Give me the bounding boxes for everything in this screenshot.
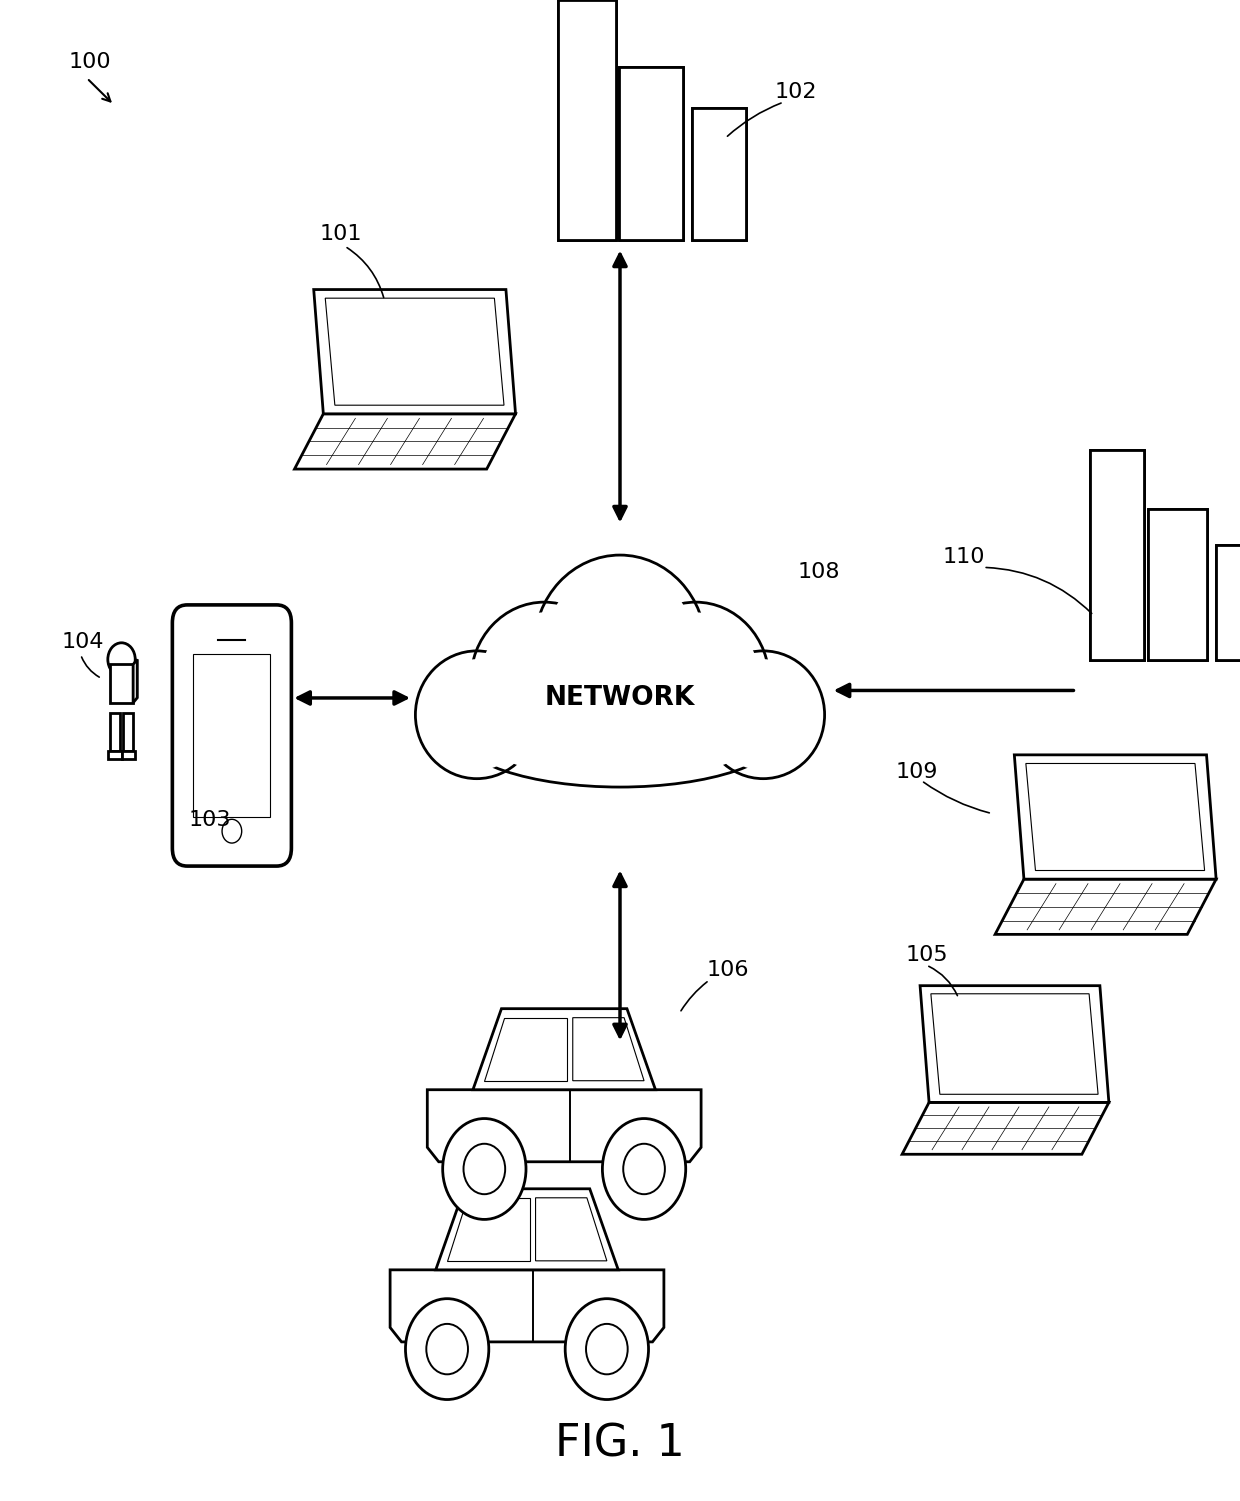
Bar bbox=[558, 0, 615, 240]
Polygon shape bbox=[428, 1090, 701, 1162]
FancyBboxPatch shape bbox=[172, 605, 291, 866]
Circle shape bbox=[108, 642, 135, 675]
Bar bbox=[123, 713, 133, 752]
Text: 105: 105 bbox=[905, 944, 947, 965]
Polygon shape bbox=[485, 1018, 567, 1081]
Text: FIG. 1: FIG. 1 bbox=[556, 1423, 684, 1465]
Circle shape bbox=[587, 1324, 627, 1375]
Ellipse shape bbox=[631, 612, 760, 750]
Polygon shape bbox=[994, 880, 1216, 934]
Ellipse shape bbox=[456, 675, 784, 787]
Ellipse shape bbox=[709, 659, 817, 770]
Bar bbox=[110, 713, 120, 752]
Polygon shape bbox=[314, 290, 516, 414]
Polygon shape bbox=[472, 1009, 656, 1090]
Circle shape bbox=[624, 1144, 665, 1195]
Ellipse shape bbox=[534, 555, 706, 740]
Polygon shape bbox=[903, 1102, 1109, 1154]
Circle shape bbox=[443, 1118, 526, 1219]
Polygon shape bbox=[931, 994, 1099, 1094]
Polygon shape bbox=[573, 1018, 644, 1081]
Ellipse shape bbox=[480, 612, 609, 750]
Polygon shape bbox=[133, 659, 138, 702]
Bar bbox=[108, 752, 122, 760]
Bar bbox=[193, 654, 270, 817]
Text: 110: 110 bbox=[942, 546, 985, 567]
Circle shape bbox=[603, 1118, 686, 1219]
Ellipse shape bbox=[546, 567, 694, 728]
Text: 102: 102 bbox=[775, 81, 817, 102]
Bar bbox=[620, 68, 683, 240]
Polygon shape bbox=[325, 299, 503, 405]
Ellipse shape bbox=[702, 651, 825, 779]
Circle shape bbox=[565, 1298, 649, 1399]
Circle shape bbox=[222, 820, 242, 844]
Bar bbox=[1147, 509, 1207, 660]
Ellipse shape bbox=[423, 659, 531, 770]
Circle shape bbox=[427, 1324, 467, 1375]
Ellipse shape bbox=[622, 602, 769, 760]
Bar bbox=[1147, 509, 1207, 660]
Bar bbox=[558, 0, 615, 240]
Polygon shape bbox=[435, 1189, 619, 1270]
Circle shape bbox=[405, 1298, 489, 1399]
Bar bbox=[692, 108, 746, 240]
Circle shape bbox=[464, 1144, 505, 1195]
Polygon shape bbox=[295, 414, 516, 470]
Bar bbox=[1216, 545, 1240, 660]
Bar bbox=[122, 752, 135, 760]
Ellipse shape bbox=[415, 651, 538, 779]
Bar bbox=[1216, 545, 1240, 660]
Bar bbox=[1090, 450, 1145, 660]
Bar bbox=[110, 665, 133, 702]
Text: 101: 101 bbox=[320, 224, 362, 245]
Text: NETWORK: NETWORK bbox=[544, 684, 696, 711]
Bar bbox=[620, 68, 683, 240]
Polygon shape bbox=[536, 1198, 606, 1261]
Text: 106: 106 bbox=[707, 959, 749, 980]
Bar bbox=[1090, 450, 1145, 660]
Polygon shape bbox=[448, 1198, 529, 1261]
Polygon shape bbox=[1025, 764, 1204, 871]
Ellipse shape bbox=[477, 683, 763, 781]
Text: 104: 104 bbox=[62, 632, 104, 653]
Ellipse shape bbox=[471, 602, 618, 760]
Polygon shape bbox=[1014, 755, 1216, 880]
Polygon shape bbox=[391, 1270, 663, 1342]
Bar bbox=[692, 108, 746, 240]
Text: 100: 100 bbox=[68, 51, 110, 72]
Polygon shape bbox=[920, 986, 1109, 1102]
Text: 108: 108 bbox=[797, 561, 839, 582]
Text: 109: 109 bbox=[895, 761, 937, 782]
Text: 103: 103 bbox=[188, 809, 231, 830]
